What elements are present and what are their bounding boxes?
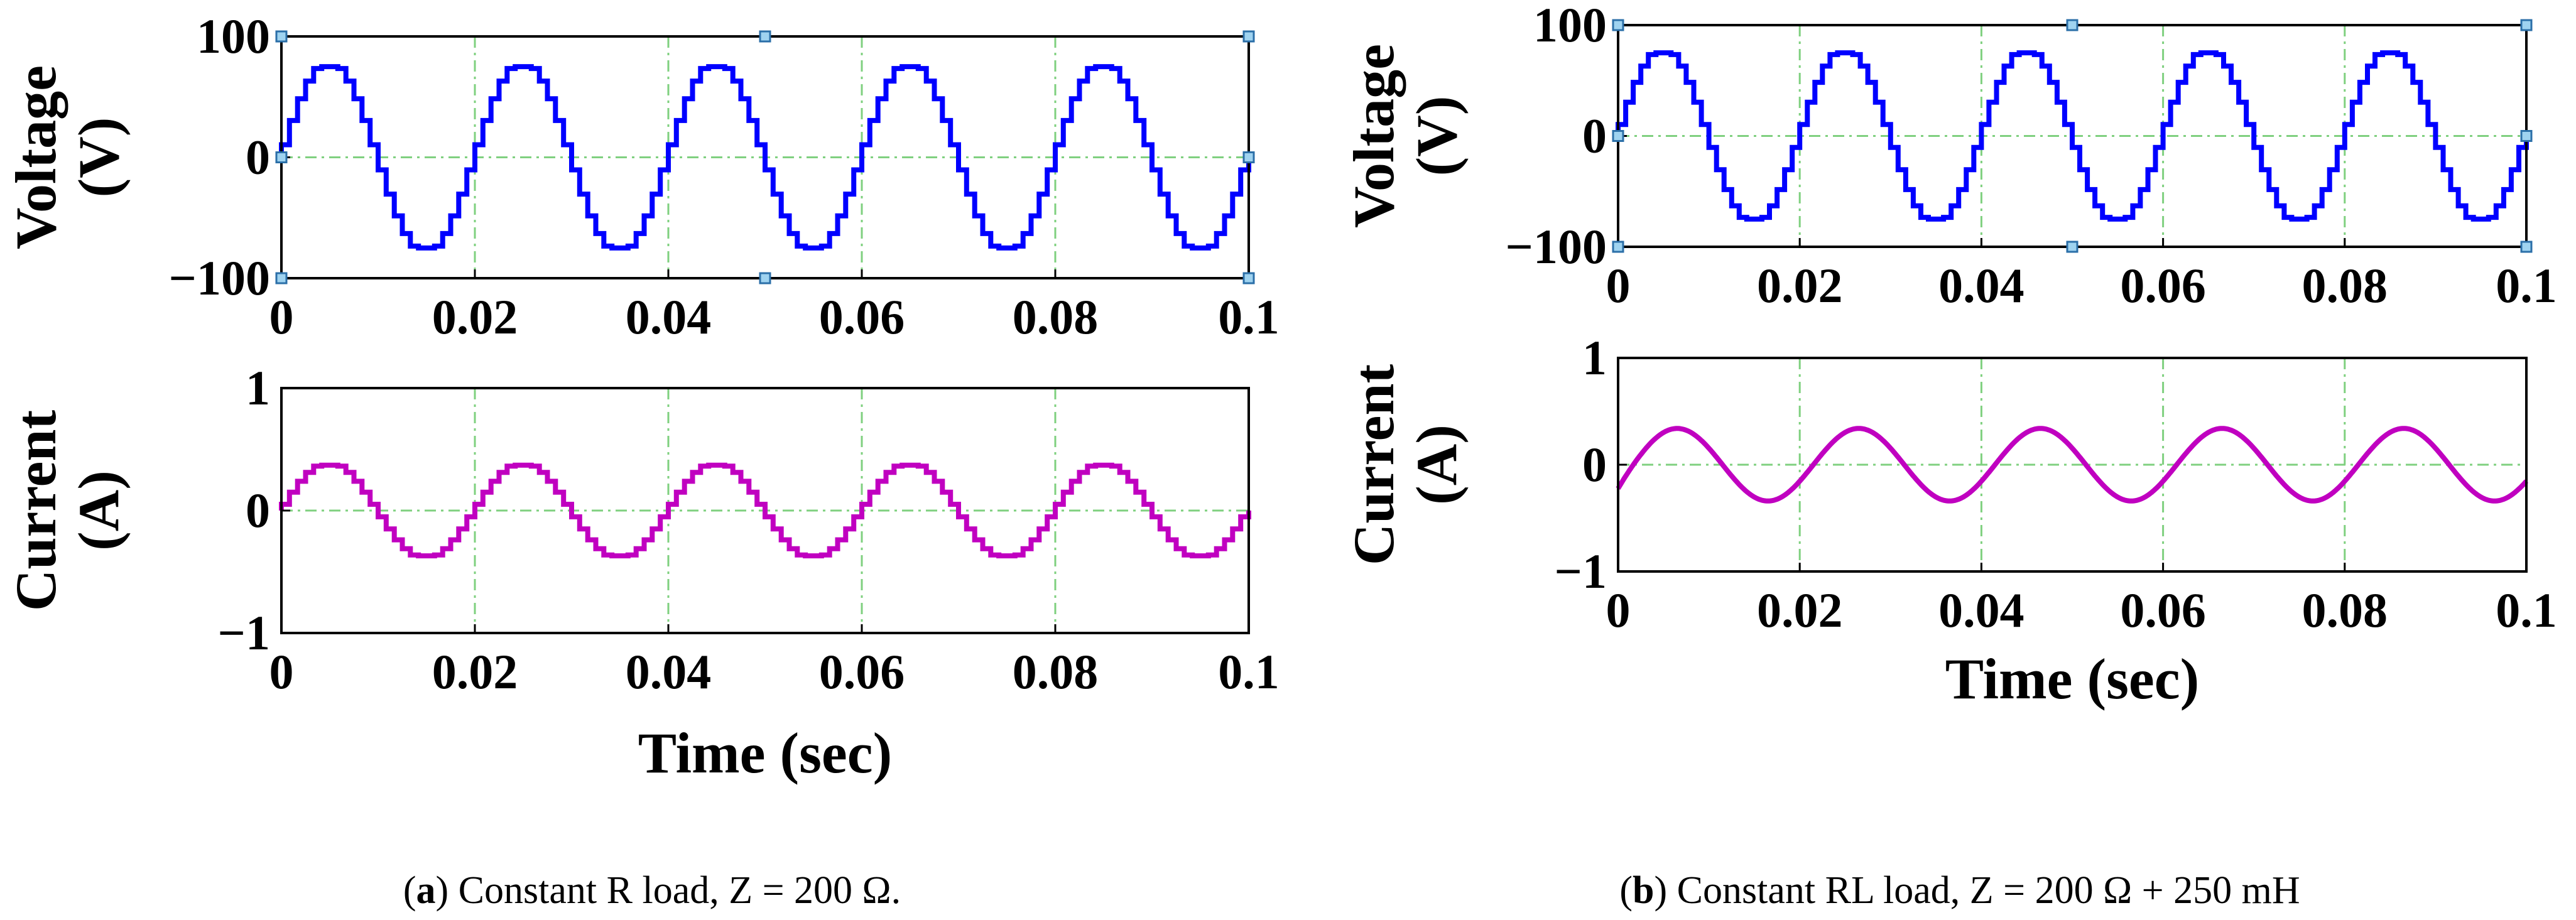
selection-handle — [1242, 30, 1255, 43]
y-axis-label-line1: Current — [4, 410, 68, 612]
x-tick-label: 0.08 — [2302, 258, 2388, 313]
selection-handle — [2520, 19, 2533, 31]
selection-handle — [275, 151, 288, 163]
y-axis-label-line2: (V) — [1405, 96, 1469, 176]
y-tick-label: 0 — [1582, 437, 1607, 492]
y-tick-label: 100 — [1533, 0, 1607, 52]
series-line-current — [1616, 426, 2528, 504]
x-tick-label: 0.04 — [626, 290, 712, 344]
x-tick-label: 0.08 — [2302, 583, 2388, 637]
selection-handle — [2520, 130, 2533, 142]
selection-handle — [2066, 19, 2079, 31]
y-axis-label-line2: (A) — [1405, 425, 1469, 505]
series-line-current — [279, 462, 1251, 559]
caption-b: (b) Constant RL load, Z = 200 Ω + 250 mH — [1619, 869, 2300, 912]
x-tick-label: 0.1 — [2496, 583, 2557, 637]
caption-a-text: Constant R load, Z = 200 Ω. — [448, 869, 901, 912]
caption-a-letter: a — [416, 869, 436, 912]
series-line-voltage — [1616, 50, 2529, 222]
series-line-voltage — [279, 64, 1251, 251]
y-tick-label: 1 — [1582, 330, 1607, 385]
selection-handle — [1612, 130, 1624, 142]
x-tick-label: 0.06 — [2120, 583, 2206, 637]
selection-handle — [759, 272, 771, 284]
x-tick-label: 0.02 — [432, 290, 518, 344]
y-tick-label: 1 — [246, 360, 270, 415]
x-tick-label: 0.04 — [626, 644, 712, 699]
x-tick-label: 0 — [1606, 583, 1631, 637]
y-tick-label: −100 — [1506, 219, 1607, 274]
caption-a: (a) Constant R load, Z = 200 Ω. — [403, 869, 901, 912]
selection-handle — [1612, 241, 1624, 253]
y-axis-label-line1: Voltage — [1342, 44, 1406, 228]
x-tick-label: 0.1 — [2496, 258, 2557, 313]
y-axis-label-line1: Current — [1342, 364, 1406, 566]
x-tick-label: 0.06 — [819, 290, 905, 344]
selection-handle — [2066, 241, 2079, 253]
y-tick-label: 0 — [246, 483, 270, 538]
y-tick-label: 100 — [197, 9, 270, 63]
caption-b-letter: b — [1633, 869, 1654, 912]
selection-handle — [275, 272, 288, 284]
x-tick-label: 0.06 — [2120, 258, 2206, 313]
selection-handle — [275, 30, 288, 43]
selection-handle — [759, 30, 771, 43]
x-tick-label: 0.04 — [1938, 258, 2024, 313]
y-tick-label: −1 — [1555, 544, 1607, 598]
x-axis-label: Time (sec) — [638, 721, 892, 785]
caption-b-text: Constant RL load, Z = 200 Ω + 250 mH — [1667, 869, 2300, 912]
y-axis-label: Voltage(V) — [4, 65, 131, 249]
x-tick-label: 0.08 — [1013, 644, 1099, 699]
x-tick-label: 0 — [269, 644, 294, 699]
x-tick-label: 0.1 — [1218, 290, 1280, 344]
selection-handle — [1612, 19, 1624, 31]
y-axis-label: Current(A) — [4, 410, 131, 612]
x-axis-label: Time (sec) — [1945, 647, 2199, 711]
y-tick-label: 0 — [1582, 109, 1607, 163]
y-tick-label: 0 — [246, 130, 270, 185]
x-tick-label: 0.08 — [1013, 290, 1099, 344]
selection-handle — [1242, 272, 1255, 284]
y-axis-label: Voltage(V) — [1342, 44, 1469, 228]
x-tick-label: 0.04 — [1938, 583, 2024, 637]
y-axis-label-line2: (A) — [67, 470, 131, 551]
y-tick-label: −1 — [218, 605, 270, 660]
selection-handle — [2520, 241, 2533, 253]
x-tick-label: 0.1 — [1218, 644, 1280, 699]
x-tick-label: 0.02 — [432, 644, 518, 699]
y-axis-label-line2: (V) — [67, 117, 131, 198]
selection-handle — [1242, 151, 1255, 163]
x-tick-label: 0 — [1606, 258, 1631, 313]
x-tick-label: 0 — [269, 290, 294, 344]
y-tick-label: −100 — [169, 251, 270, 305]
y-axis-label-line1: Voltage — [4, 65, 68, 249]
x-tick-label: 0.06 — [819, 644, 905, 699]
x-tick-label: 0.02 — [1757, 258, 1843, 313]
y-axis-label: Current(A) — [1342, 364, 1469, 566]
x-tick-label: 0.02 — [1757, 583, 1843, 637]
